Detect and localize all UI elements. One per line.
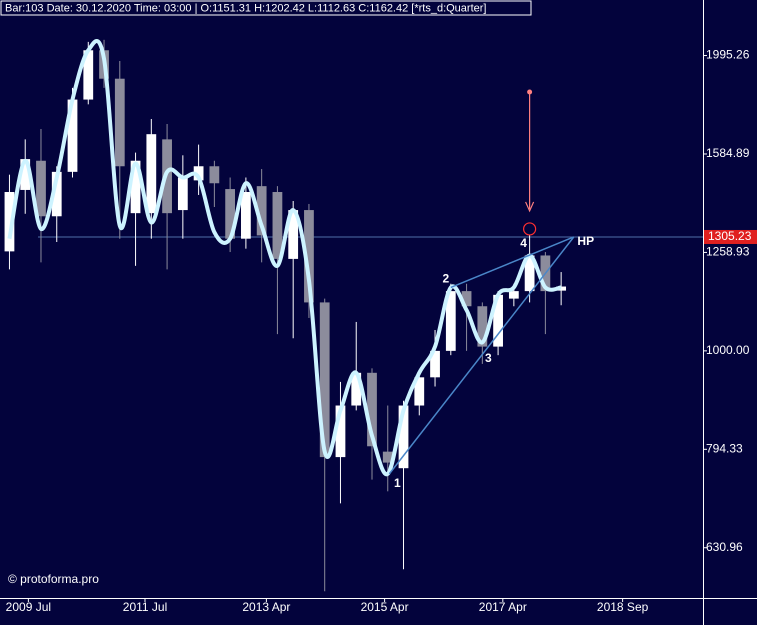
candle-body (319, 302, 330, 458)
x-tick-label: 2011 Jul (123, 600, 167, 614)
candle-body (256, 186, 267, 236)
y-tick-label: 630.96 (706, 540, 743, 554)
candle-body (36, 160, 46, 217)
candle-body (193, 166, 204, 181)
x-tick-label: 2013 Apr (242, 600, 290, 614)
candle-body (51, 171, 62, 217)
x-tick-label: 2018 Sep (597, 600, 649, 614)
candle-body (351, 372, 362, 406)
pivot-label: 1 (394, 476, 401, 490)
y-tick-label: 1000.00 (706, 343, 750, 357)
candle-body (4, 192, 15, 252)
wedge-line (388, 236, 575, 475)
price-tag-label: 1305.23 (708, 229, 752, 243)
candle-body (177, 177, 188, 211)
candle-body (20, 159, 31, 190)
candle-body (367, 372, 377, 447)
copyright: © protoforma.pro (8, 572, 99, 586)
x-tick-label: 2015 Apr (361, 600, 409, 614)
candle-body (272, 192, 283, 259)
y-tick-label: 794.33 (706, 441, 743, 455)
candle-body (241, 192, 251, 239)
candle-body (335, 405, 346, 458)
candle-body (461, 291, 472, 307)
arrow-head (525, 201, 535, 213)
pivot-label: HP (577, 234, 594, 248)
candle-body (430, 350, 440, 378)
candle-body (304, 210, 314, 303)
candle-body (398, 405, 409, 469)
pivot-label: 4 (520, 236, 527, 250)
smooth-line (7, 39, 562, 477)
y-tick-label: 1584.89 (706, 146, 750, 160)
wedge-line (450, 236, 575, 289)
pivot-label: 2 (442, 272, 449, 286)
candle-body (114, 78, 125, 167)
candle-body (414, 377, 425, 406)
candle-body (508, 291, 519, 299)
x-tick-label: 2009 Jul (6, 600, 51, 614)
candle-body (130, 160, 141, 214)
candle-body (524, 255, 535, 292)
header-box (0, 0, 532, 16)
pivot-label: 3 (485, 351, 492, 365)
candle-body (67, 99, 78, 172)
candle-body (146, 134, 157, 214)
x-tick-label: 2017 Apr (479, 600, 527, 614)
candle-body (382, 451, 393, 463)
candle-body (209, 166, 220, 184)
candle-body (445, 291, 456, 351)
candle-body (477, 306, 488, 347)
y-tick-label: 1258.93 (706, 245, 750, 259)
header: Bar:103 Date: 30.12.2020 Time: 03:00 | O… (5, 2, 486, 14)
price-tag (704, 229, 757, 244)
arrow-target (523, 222, 537, 236)
candle-body (493, 294, 503, 347)
candle-body (288, 210, 299, 259)
candle-body (225, 189, 236, 239)
candle-body (83, 50, 94, 100)
y-tick-label: 1995.26 (706, 48, 750, 62)
